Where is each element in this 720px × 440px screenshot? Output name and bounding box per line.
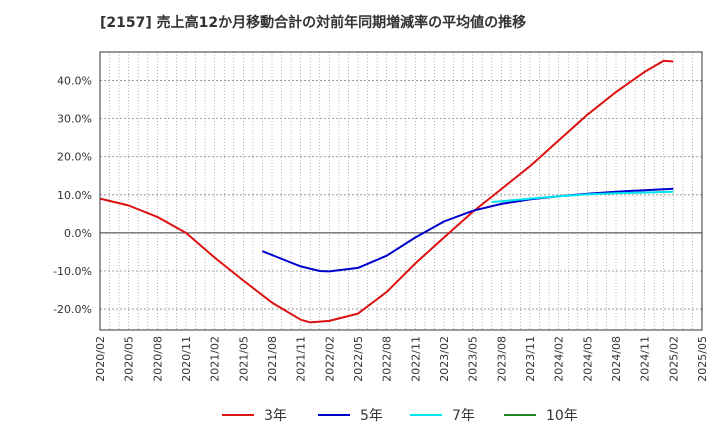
x-tick-label: 2020/05 [123,336,136,382]
series-line-1 [262,187,674,273]
grid-lines [99,52,703,330]
x-tick-label: 2021/08 [266,336,279,382]
x-tick-label: 2024/02 [553,336,566,382]
y-tick-label: 20.0% [57,151,92,164]
legend-swatch [410,414,442,416]
x-tick-label: 2023/05 [467,336,480,382]
x-tick-label: 2021/05 [237,336,250,382]
legend-item: 5年 [318,402,383,428]
x-tick-label: 2020/02 [94,336,107,382]
y-tick-label: 40.0% [57,75,92,88]
legend-label: 10年 [546,408,578,424]
x-tick-label: 2023/11 [524,336,537,382]
x-tick-label: 2025/02 [667,336,680,382]
y-tick-label: 30.0% [57,113,92,126]
x-tick-label: 2022/02 [323,336,336,382]
legend-label: 3年 [264,408,287,424]
x-tick-label: 2022/08 [381,336,394,382]
legend-swatch [222,414,254,416]
legend: 3年 5年 7年 10年 [0,402,720,428]
y-tick-label: -10.0% [53,265,92,278]
y-tick-label: 0.0% [64,227,92,240]
series-lines [99,59,674,324]
legend-item: 3年 [222,402,287,428]
y-tick-label: 10.0% [57,189,92,202]
line-chart: -20.0% -10.0% 0.0% 10.0% 20.0% 30.0% 40.0% 202… [53,51,709,382]
x-tick-label: 2021/02 [209,336,222,382]
legend-swatch [318,414,350,416]
legend-label: 7年 [452,408,475,424]
legend-label: 5年 [360,408,383,424]
x-tick-label: 2024/11 [639,336,652,382]
legend-swatch [504,414,536,416]
x-tick-label: 2020/11 [180,336,193,382]
x-tick-label: 2025/05 [696,336,709,382]
x-tick-label: 2020/08 [151,336,164,382]
legend-item: 7年 [410,402,475,428]
x-tick-label: 2024/08 [610,336,623,382]
chart-title: [2157] 売上高12か月移動合計の対前年同期増減率の平均値の推移 [100,15,527,31]
legend-item: 10年 [504,402,578,428]
series-line-0 [99,59,674,324]
x-tick-label: 2022/11 [409,336,422,382]
x-axis: 2020/02 2020/05 2020/08 2020/11 2021/02 2021/… [94,336,709,382]
series-line-2 [491,190,674,203]
x-tick-label: 2023/02 [438,336,451,382]
x-tick-label: 2021/11 [295,336,308,382]
x-tick-label: 2022/05 [352,336,365,382]
plot-frame [99,51,703,331]
x-tick-label: 2023/08 [495,336,508,382]
y-axis: -20.0% -10.0% 0.0% 10.0% 20.0% 30.0% 40.0% [53,75,92,316]
x-tick-label: 2024/05 [581,336,594,382]
y-tick-label: -20.0% [53,303,92,316]
